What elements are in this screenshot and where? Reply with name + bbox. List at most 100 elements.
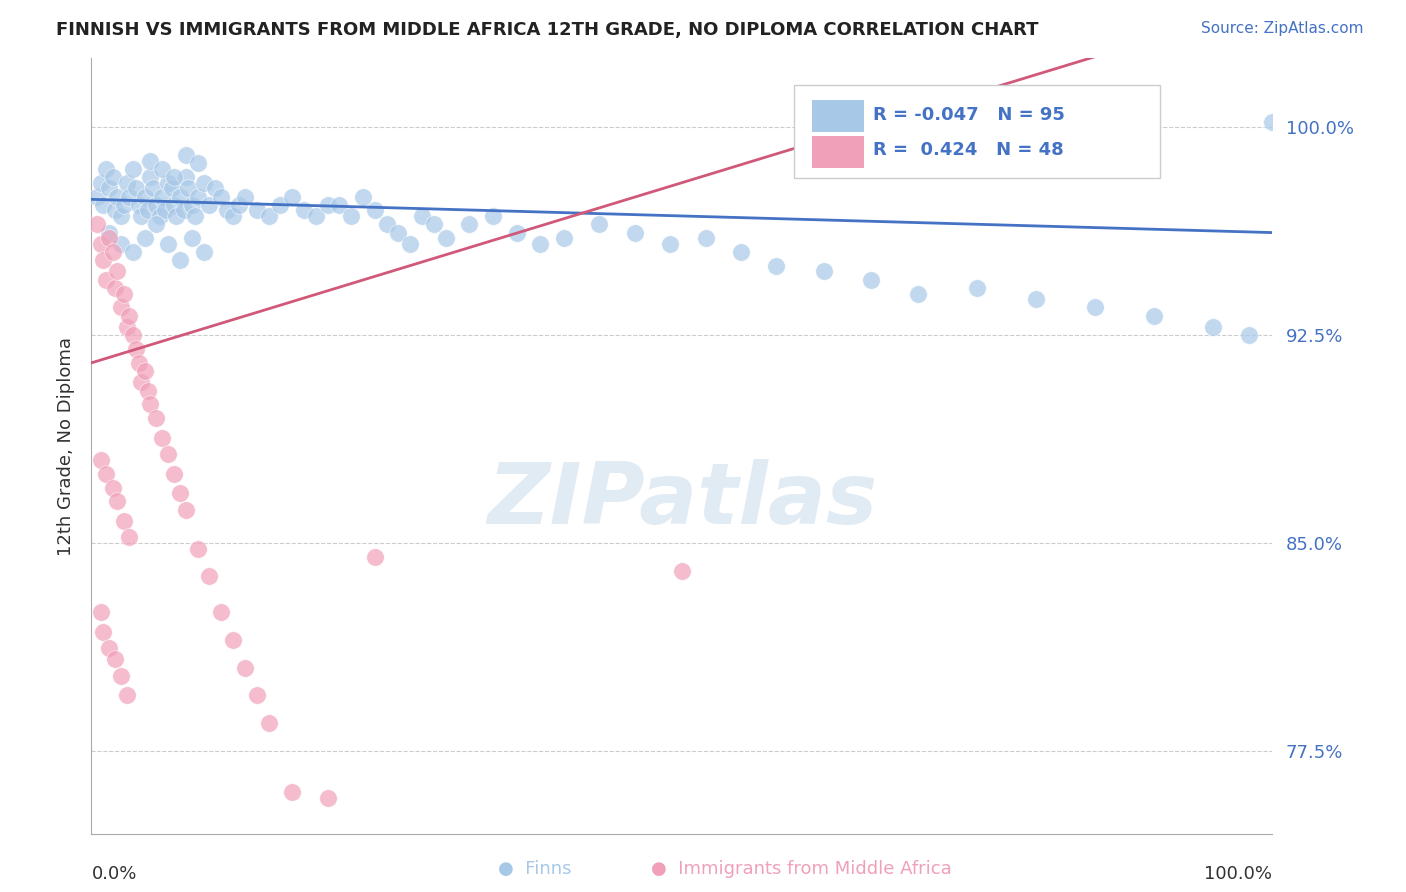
- Point: [110, 209, 132, 223]
- Point: [482, 209, 505, 223]
- Point: [150, 189, 173, 203]
- Point: [1261, 114, 1284, 128]
- Point: [1143, 309, 1166, 323]
- Point: [128, 356, 150, 370]
- Point: [121, 244, 143, 259]
- Point: [316, 791, 339, 805]
- Point: [105, 189, 128, 203]
- Point: [281, 785, 304, 799]
- Point: [90, 176, 112, 190]
- Point: [1237, 328, 1260, 343]
- FancyBboxPatch shape: [811, 100, 863, 133]
- Point: [114, 286, 136, 301]
- Point: [139, 397, 162, 411]
- Point: [157, 176, 180, 190]
- Point: [150, 431, 173, 445]
- Point: [169, 486, 191, 500]
- Point: [136, 203, 159, 218]
- Point: [91, 198, 114, 212]
- Point: [209, 189, 232, 203]
- Point: [149, 209, 172, 223]
- Point: [121, 161, 143, 176]
- Point: [730, 244, 752, 259]
- Text: ZIPatlas: ZIPatlas: [486, 458, 877, 541]
- Point: [160, 181, 183, 195]
- Point: [246, 203, 269, 218]
- Point: [222, 209, 245, 223]
- Point: [163, 467, 186, 481]
- Text: 100.0%: 100.0%: [1205, 865, 1272, 883]
- Point: [118, 189, 141, 203]
- Point: [269, 198, 291, 212]
- Point: [292, 203, 315, 218]
- Point: [98, 181, 121, 195]
- Point: [305, 209, 328, 223]
- Point: [1202, 319, 1225, 334]
- Point: [193, 176, 215, 190]
- Point: [173, 203, 195, 218]
- Point: [90, 453, 112, 467]
- Point: [118, 531, 141, 545]
- Point: [174, 170, 197, 185]
- Point: [246, 689, 269, 703]
- Point: [115, 319, 138, 334]
- Point: [125, 181, 148, 195]
- Point: [375, 217, 398, 231]
- Point: [187, 156, 209, 170]
- Point: [184, 209, 207, 223]
- Point: [163, 170, 186, 185]
- Point: [529, 236, 551, 251]
- Point: [765, 259, 787, 273]
- Text: ●  Immigrants from Middle Africa: ● Immigrants from Middle Africa: [651, 860, 952, 878]
- Point: [157, 236, 180, 251]
- Point: [145, 198, 167, 212]
- Point: [209, 605, 232, 619]
- Point: [281, 189, 304, 203]
- Point: [217, 203, 239, 218]
- Point: [114, 514, 136, 528]
- Point: [90, 605, 112, 619]
- Point: [145, 411, 167, 425]
- Point: [115, 689, 138, 703]
- Text: 0.0%: 0.0%: [91, 865, 136, 883]
- Point: [458, 217, 481, 231]
- FancyBboxPatch shape: [811, 136, 863, 169]
- Point: [434, 231, 457, 245]
- Point: [98, 231, 121, 245]
- Point: [257, 716, 280, 731]
- Point: [153, 203, 176, 218]
- Point: [118, 309, 141, 323]
- Point: [91, 253, 114, 268]
- Point: [114, 198, 136, 212]
- Point: [177, 181, 200, 195]
- Point: [101, 170, 124, 185]
- Point: [966, 281, 988, 295]
- Point: [316, 198, 339, 212]
- Point: [328, 198, 350, 212]
- Point: [907, 286, 929, 301]
- Text: R = -0.047   N = 95: R = -0.047 N = 95: [873, 105, 1066, 124]
- Point: [150, 161, 173, 176]
- Point: [169, 253, 191, 268]
- Point: [105, 494, 128, 508]
- Point: [340, 209, 363, 223]
- Point: [115, 176, 138, 190]
- Point: [129, 376, 152, 390]
- Point: [90, 236, 112, 251]
- Point: [387, 226, 409, 240]
- Point: [98, 226, 121, 240]
- Point: [671, 564, 693, 578]
- Point: [204, 181, 226, 195]
- Point: [198, 198, 221, 212]
- Point: [423, 217, 446, 231]
- Point: [695, 231, 717, 245]
- Point: [505, 226, 527, 240]
- Point: [139, 170, 162, 185]
- Point: [125, 342, 148, 356]
- Point: [121, 328, 143, 343]
- Point: [411, 209, 433, 223]
- Point: [180, 198, 202, 212]
- Point: [169, 189, 191, 203]
- Point: [859, 273, 882, 287]
- Point: [110, 669, 132, 683]
